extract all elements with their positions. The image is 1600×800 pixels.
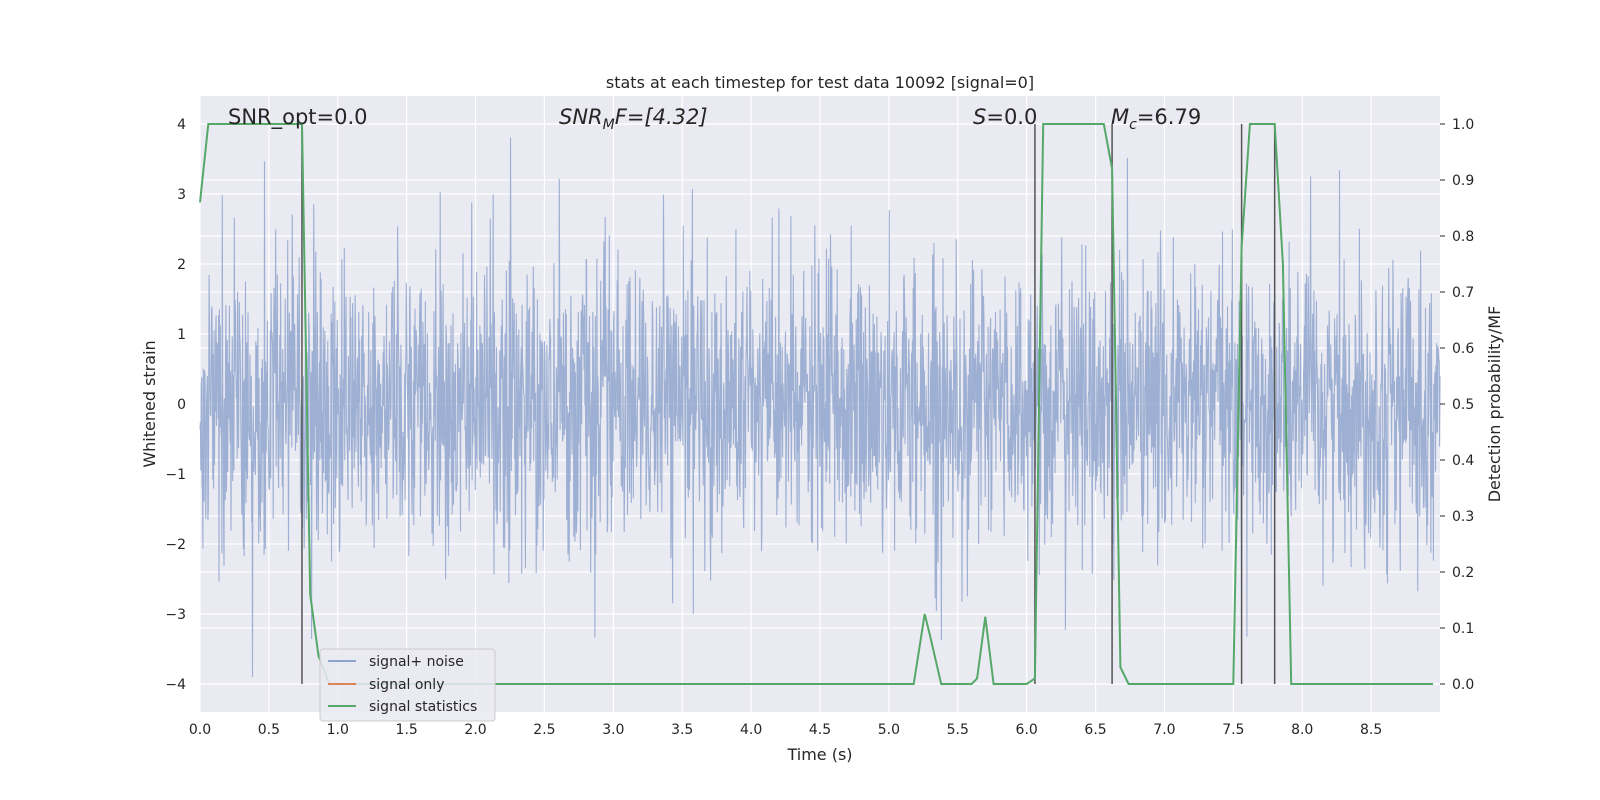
annotation-s: S=0.0 xyxy=(973,105,1037,129)
y-tick-label: −4 xyxy=(165,677,186,693)
y2-tick-label: 0.7 xyxy=(1452,285,1474,301)
y2-tick-label: 0.0 xyxy=(1452,677,1474,693)
x-tick-label: 6.0 xyxy=(1016,722,1038,738)
signal-noise-series xyxy=(199,137,1441,678)
x-tick-label: 2.5 xyxy=(533,722,555,738)
y-tick-label: 2 xyxy=(177,257,186,273)
x-tick-label: 3.5 xyxy=(671,722,693,738)
y2-tick-label: 0.8 xyxy=(1452,229,1474,245)
y2-tick-labels: 1.0 0.9 0.8 0.7 0.6 0.5 0.4 0.3 0.2 0.1 0.0 xyxy=(1440,117,1474,693)
legend-label-signal-only: signal only xyxy=(369,677,444,693)
x-tick-label: 3.0 xyxy=(602,722,624,738)
x-tick-label: 2.0 xyxy=(464,722,486,738)
legend-label-signal-statistics: signal statistics xyxy=(369,699,477,715)
x-tick-label: 4.5 xyxy=(809,722,831,738)
x-tick-label: 8.5 xyxy=(1360,722,1382,738)
x-tick-label: 0.0 xyxy=(189,722,211,738)
x-tick-label: 5.5 xyxy=(947,722,969,738)
signal-statistics-line xyxy=(199,123,1434,685)
y2-tick-label: 0.5 xyxy=(1452,397,1474,413)
x-tick-label: 6.5 xyxy=(1084,722,1106,738)
y-tick-labels: 4 3 2 1 0 −1 −2 −3 −4 xyxy=(165,117,186,693)
y-tick-label: 4 xyxy=(177,117,186,133)
x-tick-label: 1.5 xyxy=(396,722,418,738)
y2-tick-label: 0.1 xyxy=(1452,621,1474,637)
y2-tick-label: 0.2 xyxy=(1452,565,1474,581)
y2-tick-label: 0.6 xyxy=(1452,341,1474,357)
y-tick-label: 0 xyxy=(177,397,186,413)
x-axis-label: Time (s) xyxy=(786,745,852,764)
chart-title: stats at each timestep for test data 100… xyxy=(606,73,1034,92)
y-axis-label: Whitened strain xyxy=(140,340,159,467)
y-tick-label: −2 xyxy=(165,537,186,553)
vertical-markers xyxy=(301,124,1276,684)
legend-box xyxy=(319,648,496,722)
y-tick-label: 1 xyxy=(177,327,186,343)
annotation-mc: Mc=6.79 xyxy=(1111,105,1201,133)
y-tick-label: 3 xyxy=(177,187,186,203)
y2-tick-label: 1.0 xyxy=(1452,117,1474,133)
y-tick-label: −1 xyxy=(165,467,186,483)
legend-label-signal-noise: signal+ noise xyxy=(369,654,464,670)
x-tick-label: 7.5 xyxy=(1222,722,1244,738)
annotation-snr-mf: SNRMF=[4.32] xyxy=(559,105,708,133)
x-tick-label: 5.0 xyxy=(878,722,900,738)
x-tick-label: 8.0 xyxy=(1291,722,1313,738)
y2-axis-label: Detection probability/MF xyxy=(1485,306,1504,503)
y2-tick-label: 0.3 xyxy=(1452,509,1474,525)
x-tick-label: 4.0 xyxy=(740,722,762,738)
y2-tick-label: 0.9 xyxy=(1452,173,1474,189)
y2-tick-label: 0.4 xyxy=(1452,453,1474,469)
signal-statistics-series xyxy=(199,123,1434,685)
signal-noise-line xyxy=(199,137,1441,678)
x-tick-label: 1.0 xyxy=(327,722,349,738)
annotation-snr-opt: SNR_opt=0.0 xyxy=(228,105,368,130)
x-tick-labels: 0.0 0.5 1.0 1.5 2.0 2.5 3.0 3.5 4.0 4.5 5.0 5.5 6.0 6… xyxy=(189,722,1382,738)
x-tick-label: 7.0 xyxy=(1153,722,1175,738)
legend: signal+ noise signal only signal statist… xyxy=(319,648,496,722)
y-tick-label: −3 xyxy=(165,607,186,623)
x-tick-label: 0.5 xyxy=(258,722,280,738)
